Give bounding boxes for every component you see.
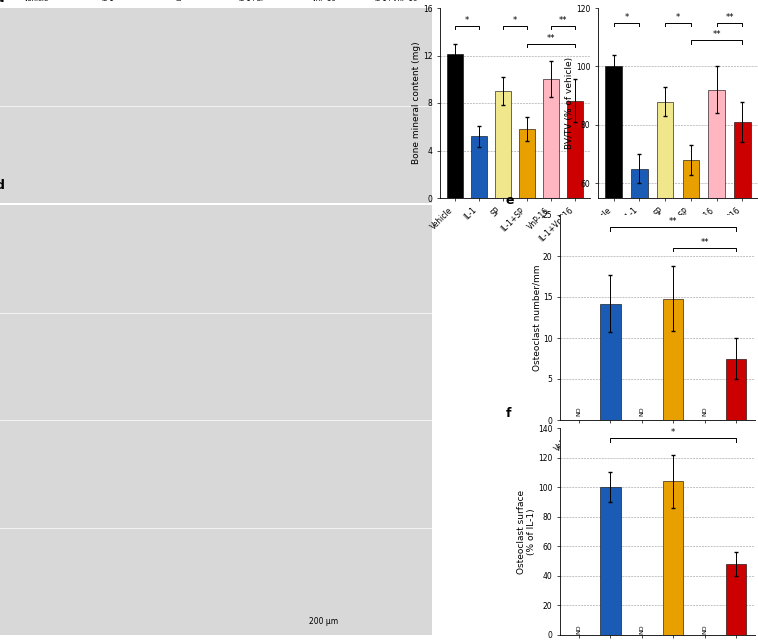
Y-axis label: Bone mineral content (mg): Bone mineral content (mg) xyxy=(412,42,421,164)
Text: *: * xyxy=(676,13,680,22)
Text: **: ** xyxy=(669,217,678,226)
Bar xyxy=(656,101,674,359)
Bar xyxy=(663,481,684,635)
Y-axis label: Osteoclast number/mm: Osteoclast number/mm xyxy=(532,264,541,370)
Bar xyxy=(631,169,648,359)
Text: ND: ND xyxy=(577,406,581,416)
Bar xyxy=(606,67,622,359)
Text: ND: ND xyxy=(577,624,581,634)
Text: **: ** xyxy=(713,30,721,39)
Text: IL-1+SP: IL-1+SP xyxy=(239,0,265,2)
Text: ND: ND xyxy=(702,624,707,634)
Text: **: ** xyxy=(700,238,709,247)
Text: 200 μm: 200 μm xyxy=(309,617,339,626)
Bar xyxy=(471,137,487,198)
Bar xyxy=(708,90,725,359)
Text: *: * xyxy=(465,16,469,25)
Text: *: * xyxy=(513,16,517,25)
Text: Vehicle: Vehicle xyxy=(23,0,49,2)
Text: ND: ND xyxy=(639,624,644,634)
Text: ND: ND xyxy=(639,406,644,416)
Bar xyxy=(725,564,746,635)
Bar xyxy=(446,54,462,198)
Text: SP: SP xyxy=(176,0,184,2)
Y-axis label: BV/TV (% of vehicle): BV/TV (% of vehicle) xyxy=(565,57,575,149)
Bar xyxy=(682,160,699,359)
Bar xyxy=(600,487,621,635)
Text: **: ** xyxy=(547,34,556,43)
Text: d: d xyxy=(0,179,5,192)
Bar xyxy=(519,129,535,198)
Text: **: ** xyxy=(725,13,734,22)
Text: a: a xyxy=(0,0,5,5)
Text: VnP-16: VnP-16 xyxy=(312,0,337,2)
Text: *: * xyxy=(671,428,675,437)
Text: f: f xyxy=(506,407,511,420)
Text: e: e xyxy=(506,194,514,207)
Bar xyxy=(495,91,511,198)
Y-axis label: Osteoclast surface
(% of IL-1): Osteoclast surface (% of IL-1) xyxy=(517,490,537,574)
Bar xyxy=(568,101,583,198)
Bar xyxy=(663,299,684,420)
Text: IL-1+VnP-16: IL-1+VnP-16 xyxy=(374,0,418,2)
Text: *: * xyxy=(625,13,628,22)
Bar xyxy=(725,358,746,420)
Text: ND: ND xyxy=(702,406,707,416)
Text: IL-1: IL-1 xyxy=(102,0,114,2)
Bar xyxy=(734,122,750,359)
Bar xyxy=(543,79,559,198)
Text: **: ** xyxy=(559,16,568,25)
Bar xyxy=(600,304,621,420)
